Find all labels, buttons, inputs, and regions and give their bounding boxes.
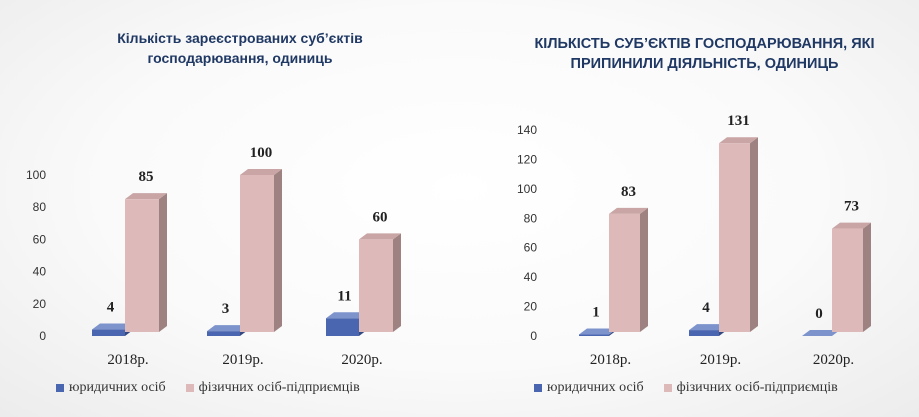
y-tick-label: 60 (524, 241, 538, 255)
chart-title: Кількість зареєстрованих суб’єктів госпо… (0, 28, 450, 68)
y-tick-label: 20 (33, 297, 47, 311)
y-tick-label: 40 (33, 265, 47, 279)
bar-individual-front (240, 175, 274, 332)
legend-item-individual: фізичних осіб-підприємців (663, 380, 838, 396)
data-label-legal: 3 (222, 301, 230, 317)
bar-individual-side (863, 222, 871, 332)
bar-individual-front (719, 143, 750, 332)
legend-swatch-legal (56, 384, 64, 392)
data-label-individual: 83 (621, 184, 636, 200)
data-label-individual: 60 (373, 209, 388, 225)
bar-individual (832, 222, 871, 332)
bar-legal (802, 330, 840, 336)
bar-individual-front (832, 228, 863, 332)
legend-item-legal: юридичних осіб (534, 380, 644, 396)
y-tick-label: 100 (26, 168, 46, 182)
bar-individual-top (832, 222, 871, 229)
data-label-legal: 4 (107, 300, 115, 316)
chart-title-line1: Кількість зареєстрованих суб’єктів (117, 30, 363, 46)
bar-individual-side (640, 207, 648, 332)
bar-individual-top (719, 137, 758, 144)
legend-label-legal: юридичних осіб (547, 380, 644, 395)
bar-individual-top (609, 207, 648, 214)
bar-legal-top (207, 325, 248, 332)
bar-legal-top (689, 324, 727, 331)
bar-individual (719, 137, 758, 332)
data-label-legal: 0 (815, 306, 823, 322)
legend-swatch-individual (185, 384, 194, 392)
x-category-label: 2020р. (813, 352, 854, 368)
bar-individual-side (750, 137, 758, 332)
bar-individual-side (274, 169, 282, 332)
y-tick-label: 80 (524, 211, 538, 225)
data-label-legal: 1 (592, 305, 600, 321)
y-tick-label: 100 (517, 182, 537, 196)
chart-title-line2: ПРИПИНИЛИ ДІЯЛЬНІСТЬ, ОДИНИЦЬ (570, 56, 839, 72)
bar-individual (125, 193, 167, 332)
legend-swatch-legal (534, 384, 542, 392)
legend-label-individual: фізичних осіб-підприємців (676, 380, 838, 395)
bar-legal-front (579, 334, 609, 336)
bar-legal-top (802, 330, 840, 336)
x-category-label: 2020р. (341, 352, 382, 368)
chart-title: КІЛЬКІСТЬ СУБ’ЄКТІВ ГОСПОДАРЮВАННЯ, ЯКІ … (460, 34, 919, 74)
chart-title-line1: КІЛЬКІСТЬ СУБ’ЄКТІВ ГОСПОДАРЮВАННЯ, ЯКІ (534, 36, 875, 52)
data-label-individual: 85 (139, 169, 154, 185)
data-label-legal: 11 (337, 288, 351, 304)
data-label-individual: 100 (250, 145, 273, 161)
x-category-label: 2018р. (107, 352, 148, 368)
bar-individual-top (125, 193, 167, 200)
bar-legal-top (326, 312, 367, 319)
y-tick-label: 20 (524, 300, 538, 314)
bar-individual (359, 233, 401, 332)
chart-plot: 0 20 40 60 80 100 120 140 1 83 2018р. 4 131 2019р. 0 73… (517, 113, 871, 368)
chart-plot: 0 20 40 60 80 100 4 85 2018р. 3 100 2019р. 11 60 2020р… (26, 145, 401, 368)
chart-legend: юридичних осіб фізичних осіб-підприємців (56, 380, 372, 396)
y-tick-label: 80 (33, 200, 47, 214)
registered-entities-chart: Кількість зареєстрованих суб’єктів госпо… (0, 0, 450, 417)
bar-individual-side (393, 233, 401, 332)
legend-label-legal: юридичних осіб (69, 380, 166, 395)
bar-individual-top (240, 169, 282, 175)
bar-legal-top (92, 323, 133, 330)
y-tick-label: 60 (33, 232, 47, 246)
data-label-legal: 4 (702, 300, 710, 316)
legend-label-individual: фізичних осіб-підприємців (198, 380, 360, 395)
legend-item-individual: фізичних осіб-підприємців (185, 380, 360, 396)
y-tick-label: 0 (530, 329, 537, 343)
data-label-individual: 131 (727, 113, 750, 129)
bar-individual-front (125, 199, 159, 332)
bar-individual-front (609, 213, 640, 332)
chart-legend: юридичних осіб фізичних осіб-підприємців (534, 380, 850, 396)
y-tick-label: 140 (517, 123, 537, 137)
bar-legal-front (207, 331, 240, 336)
ceased-entities-chart: КІЛЬКІСТЬ СУБ’ЄКТІВ ГОСПОДАРЮВАННЯ, ЯКІ … (460, 0, 919, 417)
bar-individual-side (159, 193, 167, 332)
bar-individual-top (359, 233, 401, 240)
x-category-label: 2018р. (590, 352, 631, 368)
data-label-individual: 73 (844, 199, 859, 215)
y-tick-label: 0 (39, 329, 46, 343)
x-category-label: 2019р. (700, 352, 741, 368)
bar-legal-front (326, 318, 359, 336)
bar-legal-top (579, 328, 617, 335)
legend-item-legal: юридичних осіб (56, 380, 166, 396)
bar-individual (609, 207, 648, 332)
chart-title-line2: господарювання, одиниць (147, 50, 333, 66)
x-category-label: 2019р. (222, 352, 263, 368)
y-tick-label: 40 (524, 270, 538, 284)
legend-swatch-individual (663, 384, 672, 392)
bar-legal-front (92, 329, 125, 336)
bar-individual (240, 169, 282, 332)
bar-legal-front (689, 330, 719, 336)
bar-individual-front (359, 239, 393, 332)
y-tick-label: 120 (517, 152, 537, 166)
